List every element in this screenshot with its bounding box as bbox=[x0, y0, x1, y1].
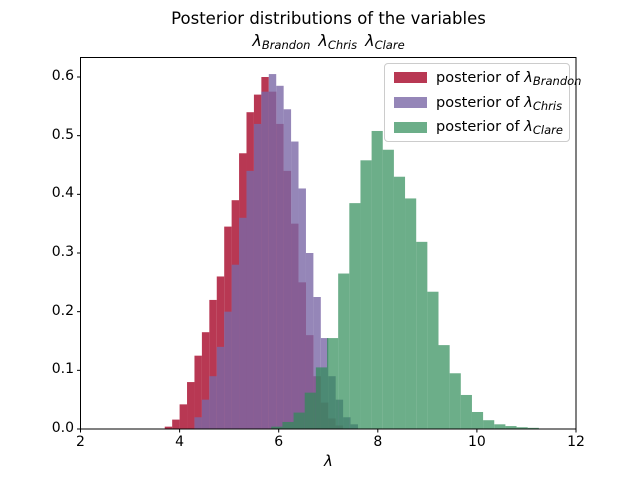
hist-bar-series-1 bbox=[313, 297, 321, 429]
y-tick-label: 0.5 bbox=[51, 126, 74, 143]
hist-bar-series-2 bbox=[382, 149, 394, 429]
x-tick-label: 10 bbox=[467, 434, 486, 450]
legend-entry-brandon: posterior of λBrandon bbox=[385, 66, 581, 90]
variable-subscript: Clare bbox=[532, 123, 563, 138]
variable-subscript: Clare bbox=[374, 38, 405, 52]
hist-bar-series-1 bbox=[276, 85, 284, 430]
lambda-symbol: λ bbox=[318, 31, 328, 50]
y-tick-label: 0.1 bbox=[51, 361, 74, 378]
hist-bar-series-2 bbox=[282, 421, 294, 429]
hist-bar-series-1 bbox=[194, 417, 202, 429]
legend-swatch-icon bbox=[394, 97, 427, 108]
hist-bar-series-2 bbox=[349, 203, 361, 429]
hist-bar-series-1 bbox=[305, 253, 314, 429]
hist-bar-series-2 bbox=[527, 427, 539, 429]
hist-bar-series-2 bbox=[393, 176, 406, 429]
hist-bar-series-2 bbox=[315, 367, 328, 429]
legend-entry-clare: posterior of λClare bbox=[385, 115, 569, 139]
hist-bar-series-0 bbox=[179, 404, 188, 429]
variable-subscript: Chris bbox=[532, 98, 563, 113]
hist-bar-series-1 bbox=[283, 109, 292, 430]
hist-bar-series-1 bbox=[246, 170, 254, 429]
subtitle-variable: λChris bbox=[318, 31, 358, 52]
x-tick-label: 8 bbox=[373, 434, 383, 450]
hist-bar-series-0 bbox=[164, 426, 173, 429]
chart-subtitle: λBrandon λChris λClare bbox=[81, 31, 576, 52]
hist-bar-series-2 bbox=[405, 198, 417, 429]
hist-bar-series-2 bbox=[494, 424, 506, 429]
legend-label: posterior of λChris bbox=[436, 94, 563, 113]
hist-bar-series-2 bbox=[360, 160, 372, 429]
x-tick-label: 6 bbox=[274, 434, 284, 450]
hist-bar-series-2 bbox=[516, 427, 528, 429]
hist-bar-series-1 bbox=[298, 188, 306, 429]
legend-label: posterior of λBrandon bbox=[436, 69, 582, 88]
hist-bar-series-0 bbox=[187, 382, 195, 429]
hist-bar-series-1 bbox=[201, 399, 210, 429]
legend: posterior of λBrandon posterior of λChris… bbox=[384, 63, 581, 142]
lambda-symbol: λ bbox=[524, 94, 533, 111]
legend-swatch-icon bbox=[394, 72, 427, 84]
hist-bar-series-1 bbox=[231, 264, 240, 429]
hist-bar-series-2 bbox=[271, 426, 283, 429]
y-tick-label: 0.6 bbox=[51, 68, 74, 84]
legend-label: posterior of λClare bbox=[436, 119, 563, 138]
hist-bar-series-1 bbox=[253, 123, 262, 430]
y-tick-label: 0.0 bbox=[51, 420, 74, 436]
legend-entry-chris: posterior of λChris bbox=[385, 91, 569, 115]
hist-bar-series-2 bbox=[427, 291, 439, 429]
legend-swatch-icon bbox=[394, 121, 427, 133]
hist-bar-series-0 bbox=[194, 355, 202, 429]
hist-bar-series-0 bbox=[172, 419, 180, 429]
histogram-bars bbox=[164, 74, 539, 430]
axis-ticks bbox=[77, 76, 577, 433]
y-tick-label: 0.2 bbox=[51, 302, 74, 319]
variable-subscript: Brandon bbox=[532, 73, 582, 88]
hist-bar-series-1 bbox=[209, 376, 217, 429]
subtitle-variable: λClare bbox=[365, 31, 405, 52]
x-tick-label: 4 bbox=[175, 434, 185, 450]
lambda-symbol: λ bbox=[524, 69, 533, 86]
hist-bar-series-2 bbox=[505, 426, 517, 429]
hist-bar-series-0 bbox=[201, 332, 210, 429]
hist-bar-series-1 bbox=[268, 74, 277, 429]
hist-bar-series-1 bbox=[291, 141, 299, 429]
lambda-symbol: λ bbox=[365, 31, 375, 50]
hist-bar-series-2 bbox=[338, 273, 350, 429]
x-axis-label: λ bbox=[324, 452, 333, 470]
hist-bar-series-2 bbox=[371, 130, 383, 429]
hist-bar-series-1 bbox=[224, 311, 232, 429]
y-tick-label: 0.4 bbox=[51, 185, 74, 202]
hist-bar-series-2 bbox=[438, 345, 450, 429]
hist-bar-series-1 bbox=[239, 217, 247, 429]
lambda-symbol: λ bbox=[252, 31, 262, 50]
hist-bar-series-2 bbox=[327, 338, 339, 429]
hist-bar-series-2 bbox=[304, 392, 316, 429]
variable-subscript: Brandon bbox=[261, 38, 311, 52]
hist-bar-series-0 bbox=[209, 299, 217, 429]
hist-bar-series-1 bbox=[216, 346, 225, 429]
hist-bar-series-2 bbox=[449, 373, 461, 429]
hist-bar-series-2 bbox=[460, 394, 472, 429]
y-tick-label: 0.3 bbox=[51, 244, 74, 260]
hist-bar-series-2 bbox=[471, 411, 484, 429]
variable-subscript: Chris bbox=[327, 38, 358, 52]
axes-frame bbox=[80, 57, 577, 430]
hist-bar-series-2 bbox=[416, 241, 428, 429]
subtitle-variable: λBrandon bbox=[252, 31, 311, 52]
hist-bar-series-2 bbox=[483, 420, 495, 429]
chart-title: Posterior distributions of the variables bbox=[171, 9, 486, 28]
x-tick-label: 2 bbox=[76, 434, 85, 450]
hist-bar-series-1 bbox=[261, 91, 269, 430]
lambda-symbol: λ bbox=[524, 119, 533, 136]
hist-bar-series-2 bbox=[293, 412, 305, 429]
x-tick-label: 12 bbox=[567, 434, 585, 450]
